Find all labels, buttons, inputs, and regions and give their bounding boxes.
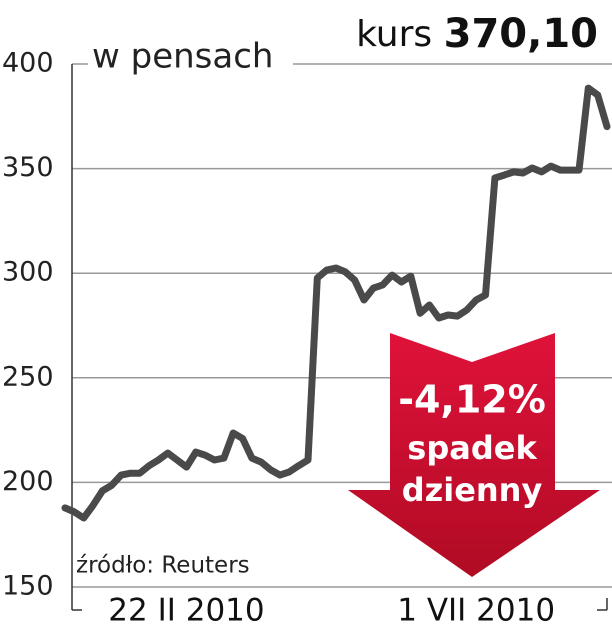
- x-tick-label: 1 VII 2010: [397, 593, 555, 629]
- change-arrow: [348, 333, 600, 577]
- title-prefix: kurs: [356, 14, 432, 55]
- tick-label-bg: [0, 256, 64, 291]
- y-tick-label: 200: [2, 466, 54, 497]
- price-line: [61, 84, 611, 522]
- x-tick-label: 22 II 2010: [108, 593, 264, 629]
- change-label: dzienny: [402, 471, 543, 509]
- tick-label-bg: [0, 47, 64, 81]
- y-tick-label: 350: [2, 152, 54, 183]
- y-tick-label: 400: [2, 48, 54, 79]
- source: źródło: Reuters: [76, 553, 250, 579]
- label-bg: [88, 40, 293, 80]
- tick-label-bg: [0, 360, 64, 395]
- grid: 150 200 250 300 350 400: [0, 47, 612, 604]
- chart-title: kurs 370,10: [356, 11, 598, 57]
- title-bg: [345, 8, 612, 60]
- change-label: spadek: [407, 429, 537, 467]
- y-tick-label: 300: [2, 257, 54, 288]
- tick-label-bg: [0, 570, 64, 604]
- y-axis-label: w pensach: [92, 37, 273, 77]
- tick-label-bg: [0, 151, 64, 186]
- change-value: -4,12%: [398, 378, 546, 422]
- title-value: 370,10: [444, 11, 598, 57]
- y-tick-label: 250: [2, 361, 54, 392]
- plot: [61, 84, 611, 522]
- tick-label-bg: [0, 465, 64, 500]
- y-tick-label: 150: [2, 571, 54, 602]
